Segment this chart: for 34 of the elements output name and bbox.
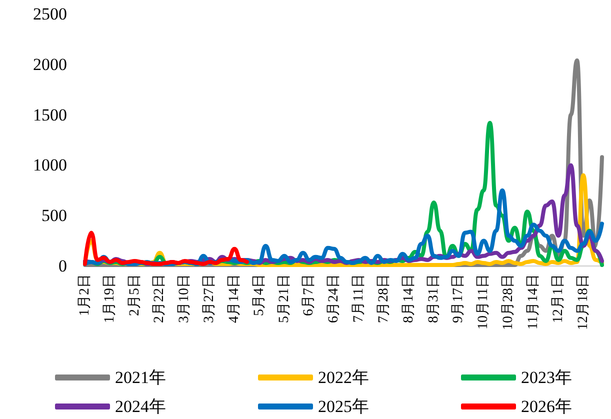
line-series xyxy=(83,230,249,266)
y-tick-label: 500 xyxy=(42,206,67,226)
x-tick-label: 2月22日 xyxy=(152,274,168,323)
y-tick-label: 0 xyxy=(58,256,67,276)
x-tick-label: 9月17日 xyxy=(451,274,466,323)
y-tick-label: 2000 xyxy=(33,54,67,74)
x-tick-label: 3月27日 xyxy=(202,274,218,323)
x-tick-label: 5月4日 xyxy=(252,274,267,316)
x-tick-label: 11月14日 xyxy=(526,274,541,330)
legend-label: 2026年 xyxy=(521,397,572,416)
x-tick-label: 2月5日 xyxy=(127,274,142,316)
legend-label: 2024年 xyxy=(115,397,166,416)
x-tick-label: 8月31日 xyxy=(426,274,442,323)
x-tick-label: 5月21日 xyxy=(276,274,292,323)
x-tick-label: 1月19日 xyxy=(102,274,118,323)
legend-label: 2023年 xyxy=(521,368,572,387)
x-tick-label: 7月28日 xyxy=(376,274,392,323)
x-tick-label: 10月11日 xyxy=(476,274,492,330)
x-tick-label: 1月2日 xyxy=(78,274,92,316)
x-tick-label: 4月14日 xyxy=(226,274,242,323)
legend-label: 2021年 xyxy=(115,368,166,387)
x-tick-label: 3月10日 xyxy=(177,274,192,323)
legend-label: 2025年 xyxy=(318,397,369,416)
x-tick-label: 10月28日 xyxy=(501,274,516,330)
legend-label: 2022年 xyxy=(318,368,369,387)
x-tick-label: 12月1日 xyxy=(550,274,566,323)
y-tick-label: 2500 xyxy=(33,4,67,24)
y-tick-label: 1000 xyxy=(33,156,67,175)
x-tick-label: 8月14日 xyxy=(401,274,416,323)
x-tick-label: 6月24日 xyxy=(326,274,342,323)
x-tick-label: 7月11日 xyxy=(352,274,367,322)
x-tick-label: 6月7日 xyxy=(302,274,317,316)
y-tick-label: 1500 xyxy=(33,105,67,124)
x-tick-label: 12月18日 xyxy=(576,274,591,330)
